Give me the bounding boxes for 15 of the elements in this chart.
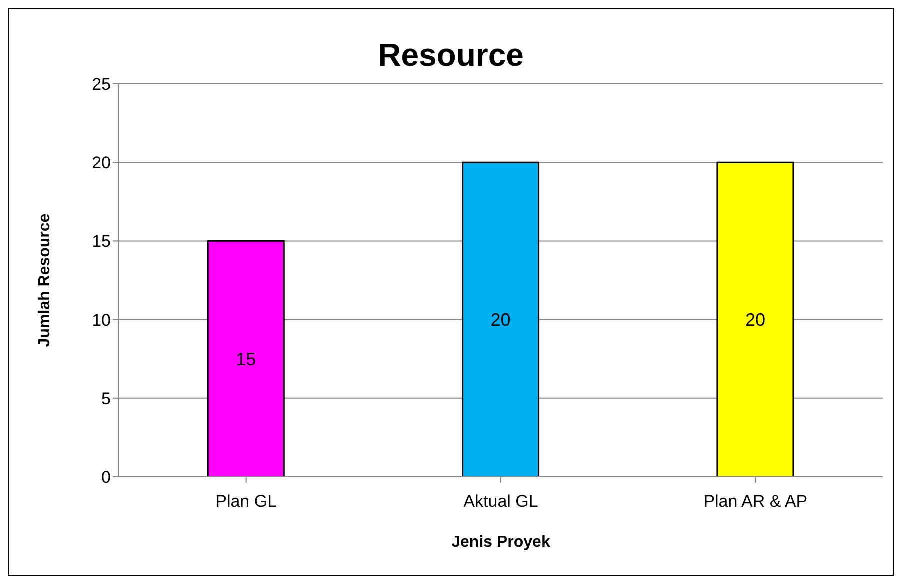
y-tick-label: 15 xyxy=(92,232,111,252)
x-tick-label: Plan AR & AP xyxy=(704,492,808,512)
y-tick-label: 10 xyxy=(92,310,111,330)
data-label: 15 xyxy=(236,349,256,370)
y-tick-label: 25 xyxy=(92,75,111,94)
data-label: 20 xyxy=(490,310,511,330)
chart-title: Resource xyxy=(377,37,525,75)
y-tick-label: 20 xyxy=(92,154,111,173)
data-label: 20 xyxy=(745,310,766,330)
x-axis-title: Jenis Proyek xyxy=(452,534,550,551)
x-tick-label: Aktual GL xyxy=(464,492,538,512)
x-tick-label: Plan GL xyxy=(216,492,278,512)
y-tick-label: 0 xyxy=(102,468,111,488)
y-axis-title: Jumlah Resource xyxy=(36,214,54,348)
y-tick-label: 5 xyxy=(102,389,111,408)
